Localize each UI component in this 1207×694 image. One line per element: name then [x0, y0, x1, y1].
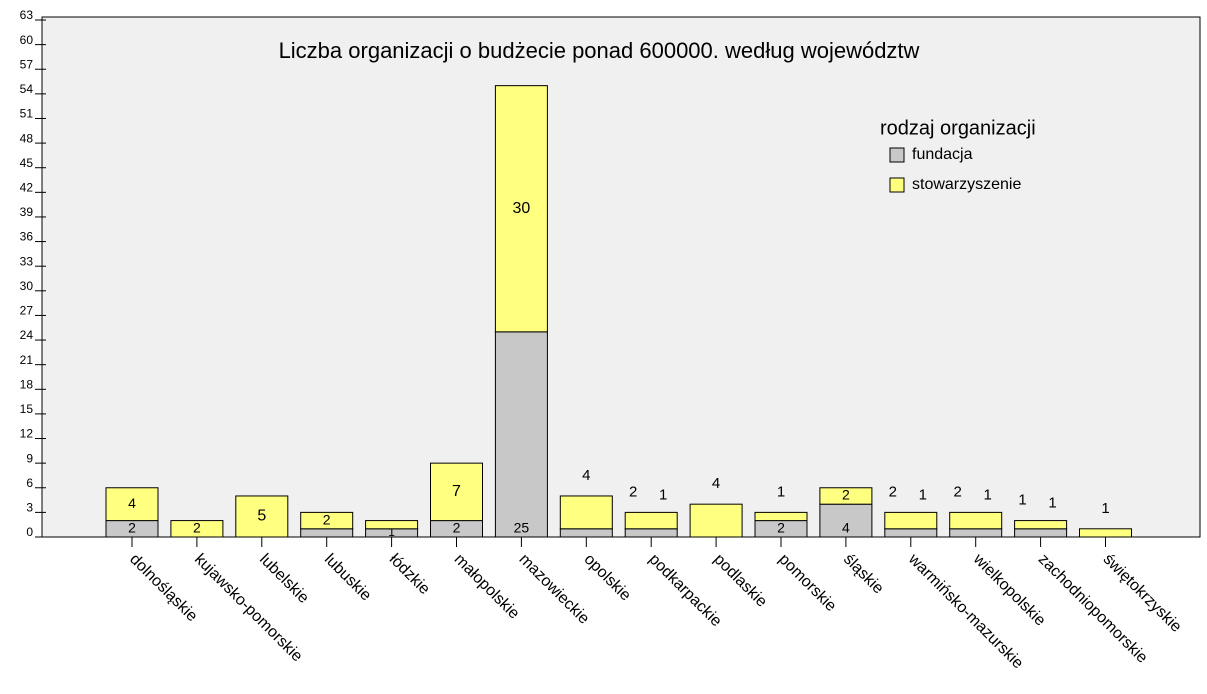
x-tick-label: warmińsko-mazurskie [904, 550, 1026, 672]
value-label: 1 [984, 486, 992, 503]
value-label: 4 [582, 467, 590, 484]
y-tick-label: 6 [26, 476, 33, 490]
value-label: 1 [388, 525, 395, 539]
value-label: 5 [257, 508, 266, 525]
bar-segment [624, 528, 678, 538]
y-tick-label: 63 [20, 8, 34, 22]
bar-segment [884, 528, 938, 538]
y-tick-label: 60 [20, 33, 34, 47]
x-tick-label: łódzkie [386, 551, 433, 598]
x-tick-label: podlaskie [710, 551, 770, 611]
y-tick-label: 57 [20, 57, 34, 71]
bar-segment [754, 511, 808, 522]
bar-segment [949, 511, 1003, 530]
chart-title: Liczba organizacji o budżecie ponad 6000… [279, 38, 920, 63]
value-label: 4 [842, 520, 850, 536]
bar-segment [884, 511, 938, 530]
x-tick-label: pomorskie [775, 551, 839, 615]
plot-area [41, 16, 1201, 538]
y-tick-label: 21 [20, 353, 34, 367]
legend-swatch [889, 177, 905, 193]
bar-segment [559, 495, 613, 530]
value-label: 1 [1048, 495, 1056, 512]
bar-segment [819, 487, 873, 505]
bar-segment [1014, 520, 1068, 530]
bar-segment [494, 85, 548, 333]
value-label: 1 [777, 483, 785, 500]
value-label: 2 [889, 483, 897, 500]
value-label: 4 [712, 475, 720, 492]
value-label: 2 [954, 483, 962, 500]
y-tick-label: 30 [20, 279, 34, 293]
bar-segment [819, 503, 873, 538]
value-label: 30 [513, 200, 531, 217]
value-label: 2 [629, 483, 637, 500]
value-label: 25 [514, 520, 530, 536]
x-tick-label: kujawsko-pomorskie [191, 551, 306, 666]
bar-segment [105, 487, 159, 522]
value-label: 2 [128, 520, 136, 536]
y-tick-label: 9 [26, 451, 33, 465]
x-tick-label: zachodniopomorskie [1035, 551, 1151, 667]
legend-label: fundacja [912, 146, 973, 163]
value-label: 2 [453, 520, 461, 536]
bar-segment [430, 462, 483, 522]
x-tick-label: małopolskie [451, 551, 523, 623]
bar-segment [689, 503, 743, 538]
x-tick-label: lubuskie [321, 551, 375, 605]
x-tick-label: dolnośląskie [126, 551, 200, 625]
value-label: 2 [777, 520, 785, 536]
x-tick-label: lubelskie [256, 551, 312, 607]
value-label: 1 [1101, 500, 1109, 517]
y-tick-label: 48 [20, 131, 34, 145]
y-tick-label: 33 [20, 254, 34, 268]
value-label: 2 [193, 519, 201, 535]
legend-title: rodzaj organizacji [880, 117, 1036, 139]
y-tick-label: 54 [20, 82, 34, 96]
bar-segment [494, 331, 548, 538]
value-label: 1 [1018, 492, 1026, 509]
legend-swatch [889, 147, 905, 163]
y-tick-label: 36 [20, 230, 34, 244]
y-tick-label: 42 [20, 181, 34, 195]
y-tick-label: 27 [20, 304, 34, 318]
value-label: 4 [128, 495, 136, 511]
y-tick-label: 45 [20, 156, 34, 170]
bar-segment [365, 520, 419, 530]
x-tick-label: opolskie [580, 551, 634, 605]
bar-segment [949, 528, 1003, 538]
bar-segment [1079, 528, 1132, 538]
y-tick-label: 24 [20, 328, 34, 342]
value-label: 1 [659, 486, 667, 503]
bar-segment [559, 528, 613, 538]
legend-label: stowarzyszenie [912, 176, 1021, 193]
bar-segment [235, 495, 289, 538]
value-label: 2 [323, 511, 331, 527]
y-tick-label: 15 [20, 402, 34, 416]
y-tick-label: 39 [20, 205, 34, 219]
bar-segment [624, 511, 678, 530]
bar-segment [170, 520, 224, 538]
y-tick-label: 18 [20, 377, 34, 391]
y-tick-label: 0 [26, 525, 33, 539]
bar-segment [300, 528, 354, 538]
value-label: 7 [452, 483, 461, 500]
bar-segment [300, 511, 354, 530]
value-label: 1 [919, 486, 927, 503]
y-tick-label: 12 [20, 427, 34, 441]
y-tick-label: 3 [26, 501, 33, 515]
y-tick-label: 51 [20, 107, 34, 121]
bar-segment [1014, 528, 1068, 538]
x-tick-label: śląskie [840, 551, 887, 598]
value-label: 2 [842, 487, 850, 503]
